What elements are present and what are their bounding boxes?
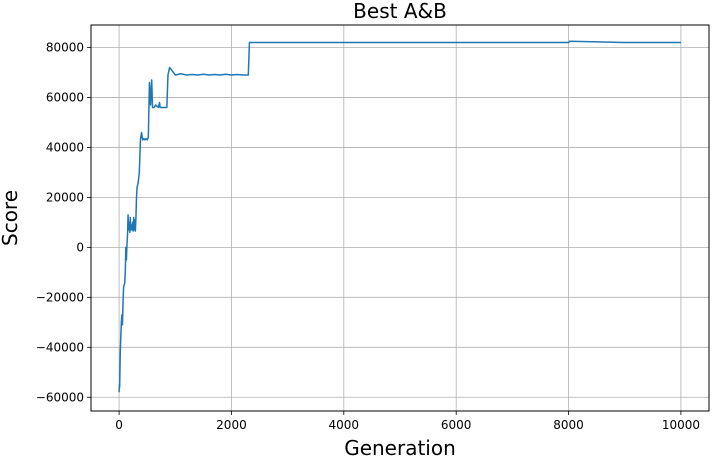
- x-tick-label: 2000: [216, 418, 247, 432]
- series-layer: [118, 40, 681, 393]
- y-tick-label: 0: [76, 240, 84, 254]
- y-tick-label: −60000: [36, 390, 84, 404]
- y-tick-label: 20000: [46, 190, 84, 204]
- x-tick-label: 6000: [441, 418, 472, 432]
- y-tick-label: 60000: [46, 90, 84, 104]
- y-tick-label: 80000: [46, 40, 84, 54]
- x-tick-label: 0: [115, 418, 123, 432]
- grid: [91, 25, 709, 411]
- y-tick-label: −40000: [36, 340, 84, 354]
- y-tick-label: 40000: [46, 140, 84, 154]
- x-axis-ticks: 0 2000 4000 6000 8000 10000: [115, 411, 700, 432]
- plot-area-frame: [90, 24, 710, 412]
- x-tick-label: 10000: [662, 418, 700, 432]
- x-axis-label: Generation: [344, 436, 456, 457]
- x-tick-label: 8000: [553, 418, 584, 432]
- y-axis-ticks: −60000 −40000 −20000 0 20000 40000 60000 80000: [36, 40, 91, 404]
- series-line: [118, 40, 681, 393]
- chart-title: Best A&B: [353, 0, 447, 23]
- y-tick-label: −20000: [36, 290, 84, 304]
- x-tick-label: 4000: [329, 418, 360, 432]
- y-axis-label: Score: [0, 190, 22, 246]
